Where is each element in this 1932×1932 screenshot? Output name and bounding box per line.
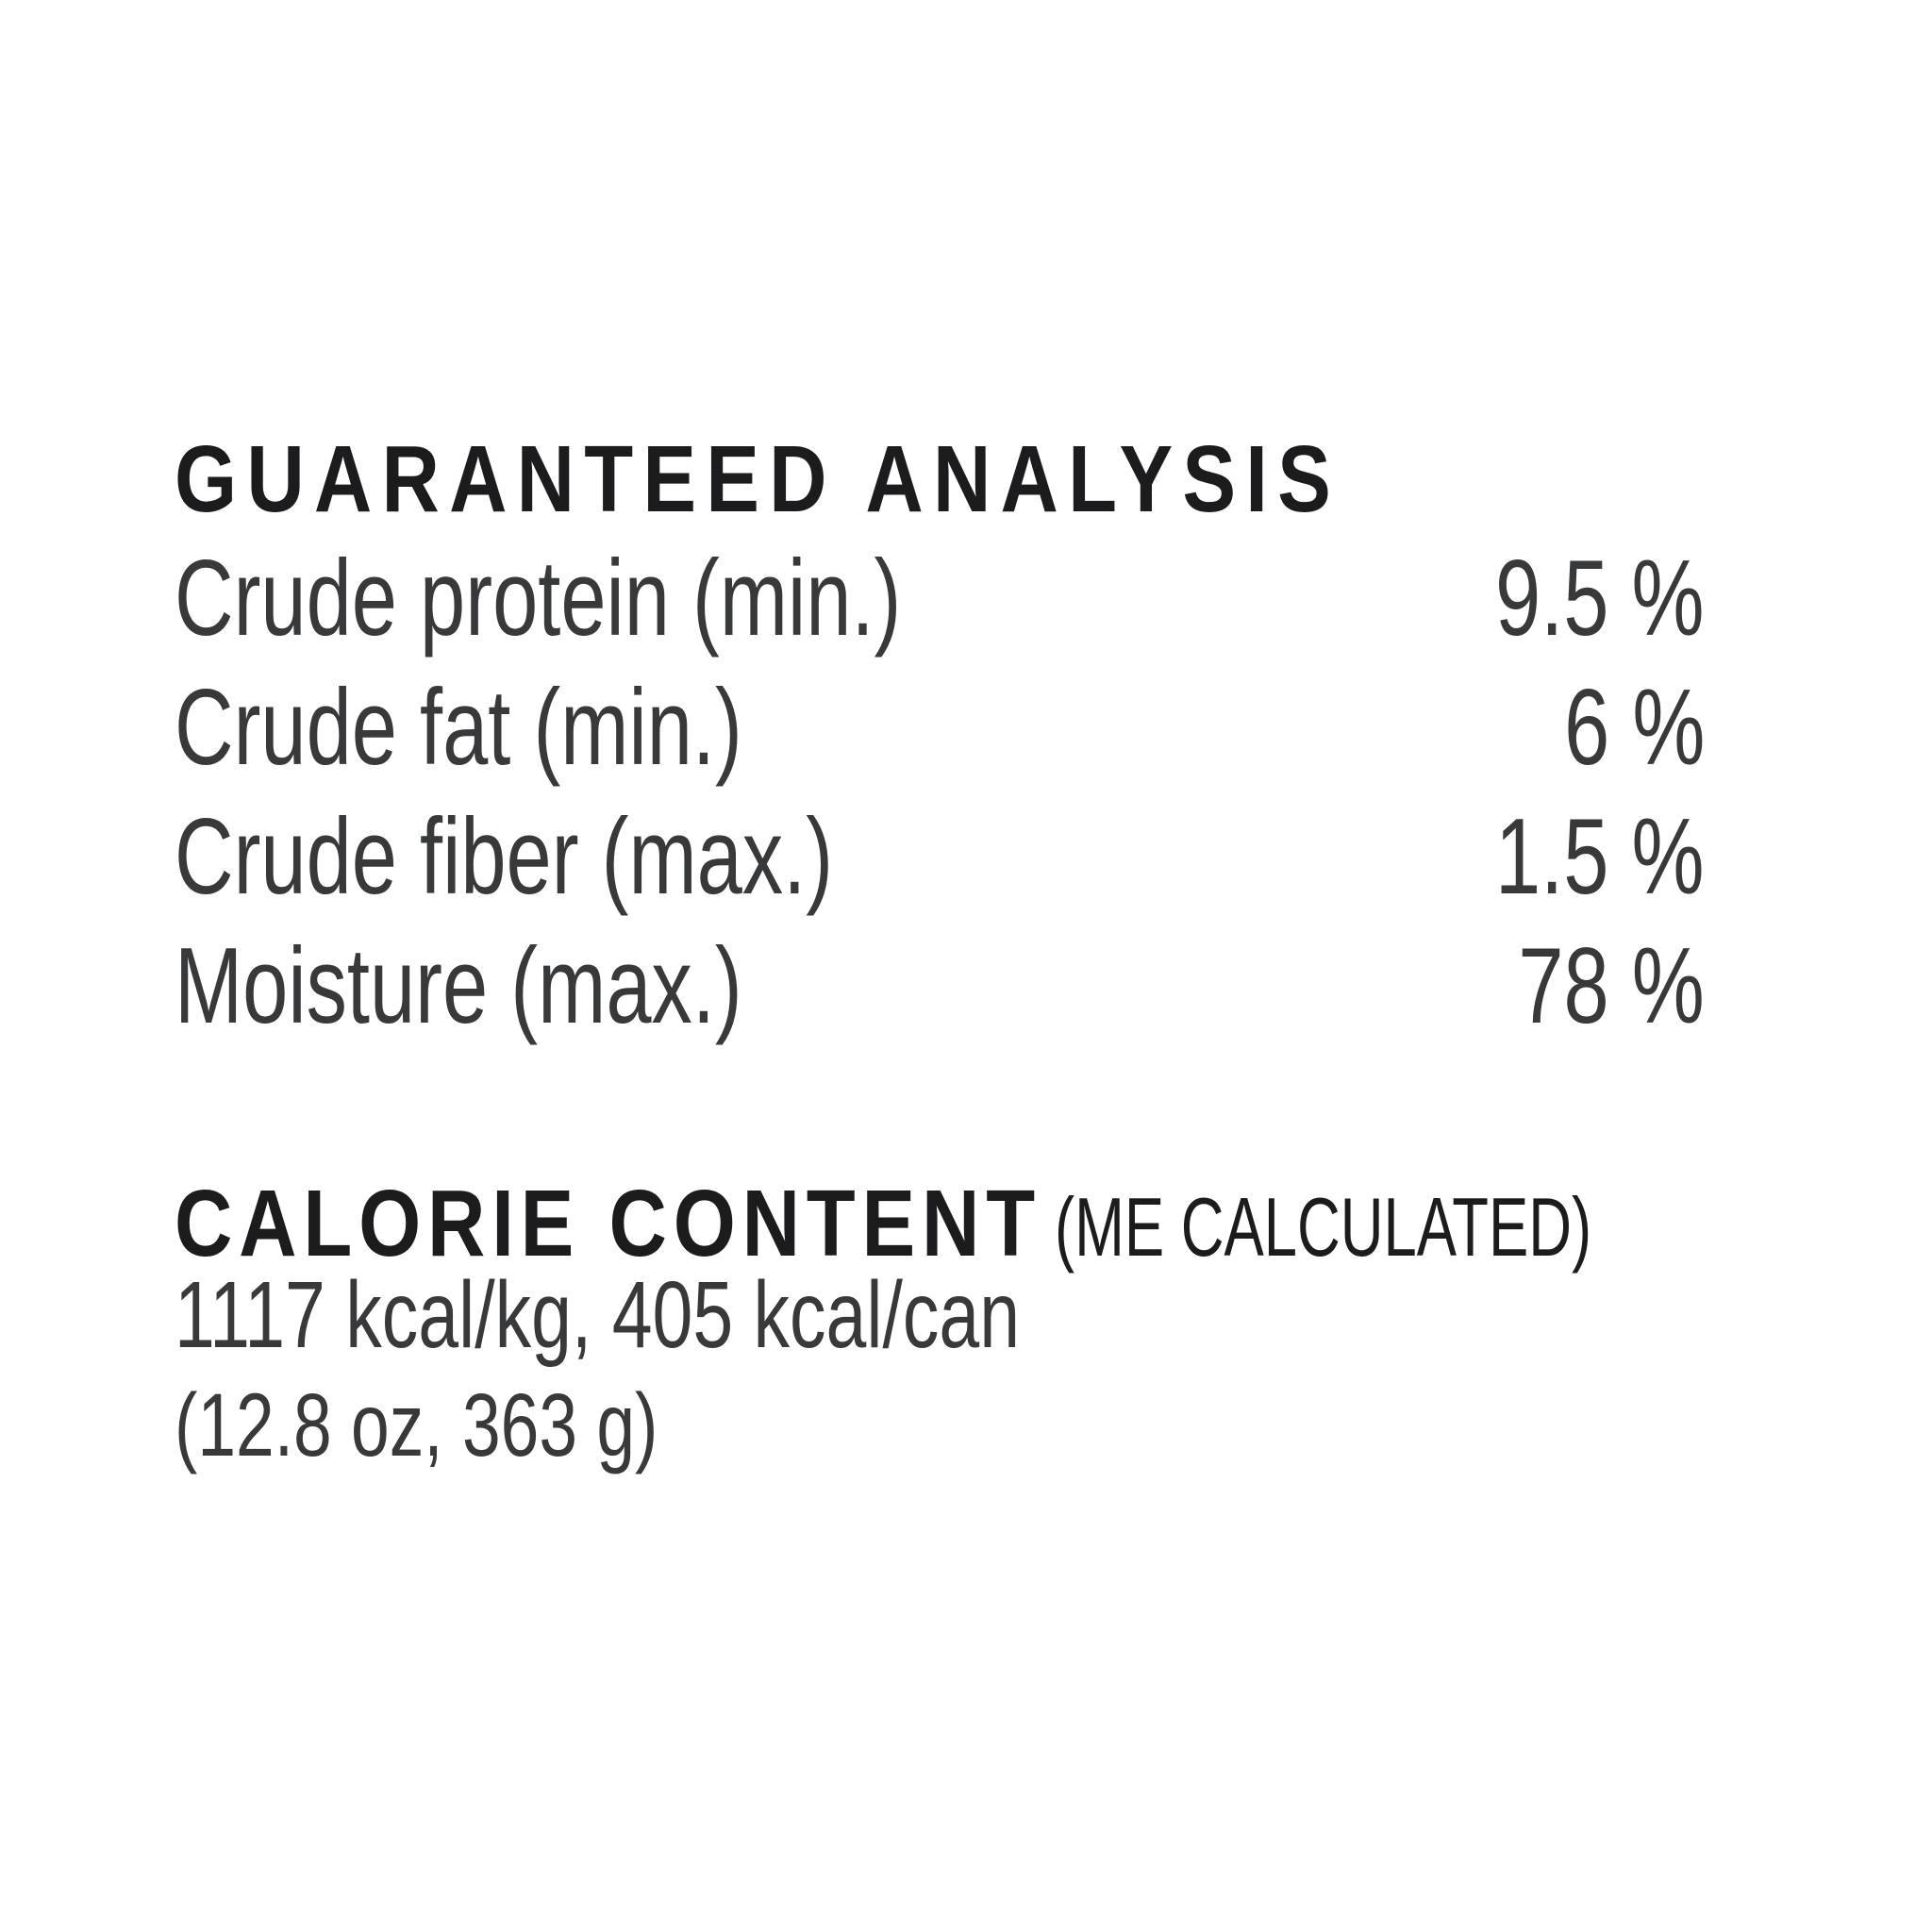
can-size-line: (12.8 oz, 363 g) (175, 1381, 802, 1471)
analysis-row-value: 9.5 % (1495, 539, 1705, 658)
analysis-row-crude-fat: Crude fat (min.) 6 % (175, 675, 1705, 782)
label-content: GUARANTEED ANALYSIS Crude protein (min.)… (175, 0, 1705, 1932)
analysis-row-label: Crude fat (min.) (175, 668, 742, 788)
analysis-row-crude-fiber: Crude fiber (max.) 1.5 % (175, 804, 1705, 911)
guaranteed-analysis-title-text: GUARANTEED ANALYSIS (175, 426, 1341, 532)
guaranteed-analysis-title: GUARANTEED ANALYSIS (175, 432, 1546, 526)
analysis-row-value: 6 % (1563, 668, 1705, 788)
calorie-content-title: CALORIE CONTENT (175, 1171, 1041, 1276)
analysis-row-value: 1.5 % (1495, 797, 1705, 917)
analysis-row-label: Crude protein (min.) (175, 539, 902, 658)
analysis-row-moisture: Moisture (max.) 78 % (175, 933, 1705, 1041)
energy-values-text: 1117 kcal/kg, 405 kcal/can (175, 1262, 1021, 1368)
calorie-content-heading: CALORIE CONTENT (ME CALCULATED) (175, 1176, 1705, 1280)
analysis-row-label: Crude fiber (max.) (175, 797, 834, 917)
analysis-row-value: 78 % (1518, 926, 1705, 1046)
can-size-text: (12.8 oz, 363 g) (175, 1375, 658, 1475)
me-calculated-note: (ME CALCULATED) (1055, 1180, 1592, 1274)
analysis-row-label: Moisture (max.) (175, 926, 742, 1046)
analysis-row-crude-protein: Crude protein (min.) 9.5 % (175, 545, 1705, 653)
energy-values-line: 1117 kcal/kg, 405 kcal/can (175, 1268, 1273, 1362)
